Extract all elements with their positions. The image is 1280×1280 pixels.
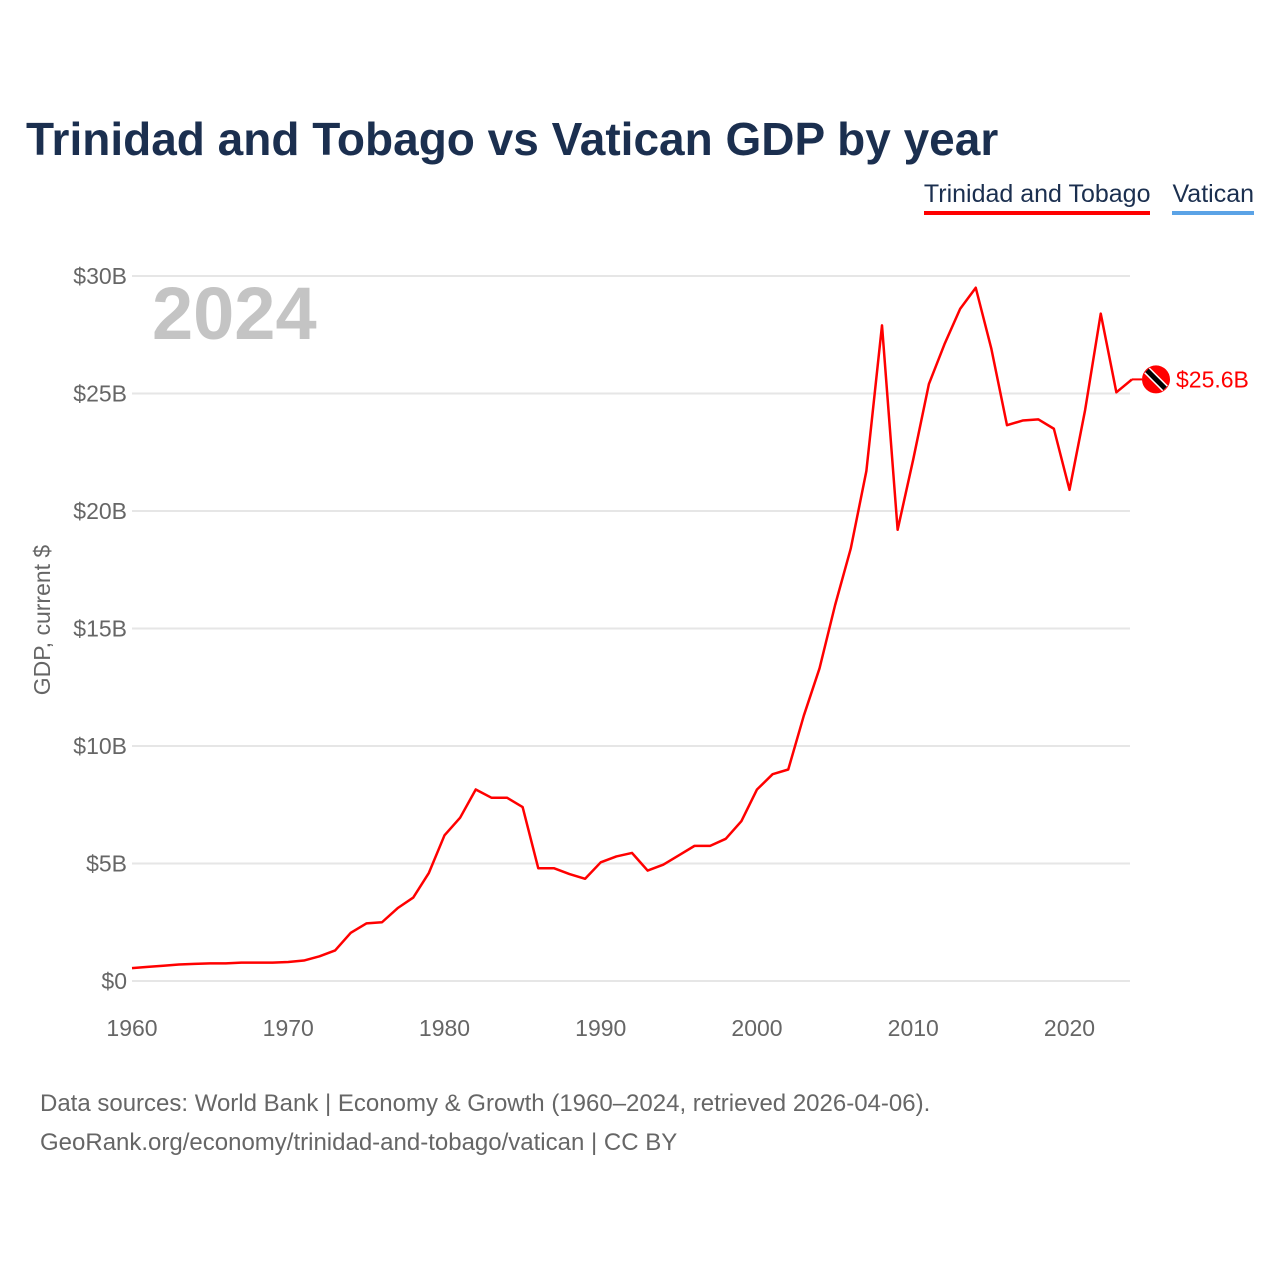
y-tick-label: $5B [86, 851, 127, 877]
source-note: Data sources: World Bank | Economy & Gro… [40, 1084, 930, 1162]
x-tick-label: 2020 [1044, 1015, 1095, 1041]
y-tick-label: $10B [73, 733, 127, 759]
x-tick-label: 1960 [106, 1015, 157, 1041]
chart-title: Trinidad and Tobago vs Vatican GDP by ye… [26, 113, 999, 165]
legend-vatican[interactable]: Vatican [1172, 180, 1254, 215]
x-tick-label: 1990 [575, 1015, 626, 1041]
legend: Trinidad and Tobago Vatican [923, 180, 1254, 215]
source-line-1: Data sources: World Bank | Economy & Gro… [40, 1090, 931, 1117]
x-tick-label: 2010 [888, 1015, 939, 1041]
end-value-label: $25.6B [1176, 366, 1249, 392]
x-tick-label: 1970 [263, 1015, 314, 1041]
y-tick-label: $0 [101, 968, 127, 994]
year-watermark: 2024 [152, 272, 317, 355]
x-tick-label: 2000 [731, 1015, 782, 1041]
y-tick-label: $25B [73, 381, 127, 407]
x-tick-label: 1980 [419, 1015, 470, 1041]
y-axis-label: GDP, current $ [29, 545, 55, 696]
y-tick-label: $30B [73, 263, 127, 289]
legend-trinidad-and-tobago[interactable]: Trinidad and Tobago [923, 180, 1151, 215]
y-tick-label: $15B [73, 616, 127, 642]
trinidad-and-tobago-flag-icon [1132, 365, 1170, 394]
y-tick-label: $20B [73, 498, 127, 524]
source-line-2[interactable]: GeoRank.org/economy/trinidad-and-tobago/… [40, 1129, 678, 1156]
series-line-trinidad-and-tobago [131, 286, 1133, 970]
